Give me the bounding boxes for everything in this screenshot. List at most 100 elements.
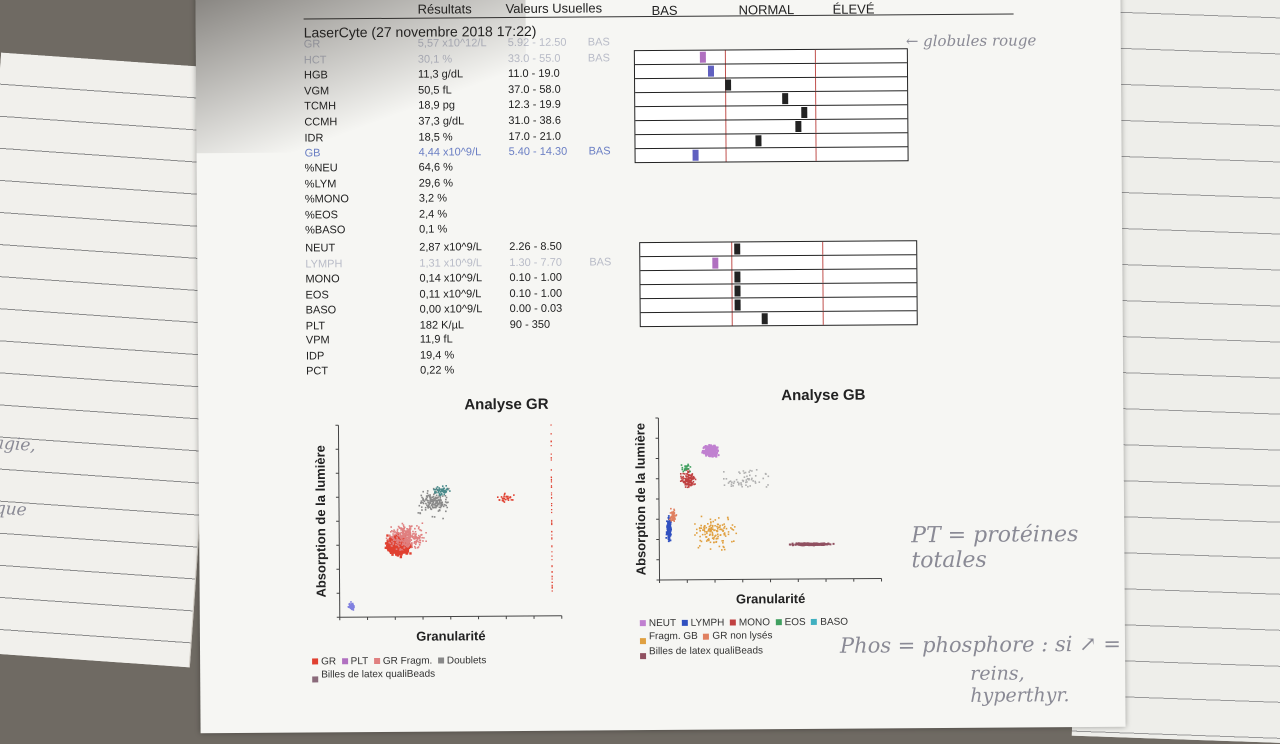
scatter-point	[423, 499, 425, 501]
result-range: 11.0 - 19.0	[508, 68, 560, 80]
scatter-point	[749, 485, 751, 487]
scatter-point	[445, 489, 447, 491]
result-range: 33.0 - 55.0	[508, 52, 561, 64]
scatter-point	[419, 505, 421, 507]
scatter-point	[389, 536, 391, 538]
scatter-point	[551, 566, 552, 567]
scatter-point	[410, 536, 412, 538]
result-name: EOS	[305, 289, 328, 301]
result-name: HCT	[304, 54, 327, 66]
scatter-point	[727, 517, 729, 519]
range-limit-line	[731, 270, 732, 283]
scatter-point	[551, 433, 552, 434]
scatter-point	[741, 486, 743, 488]
gr-chart-title: Analyse GR	[464, 396, 548, 414]
range-limit-line	[732, 298, 733, 311]
scatter-point	[427, 502, 429, 504]
range-bar-gb	[636, 147, 908, 162]
scatter-point	[422, 502, 424, 504]
scatter-point	[754, 481, 756, 483]
scatter-point	[672, 517, 674, 519]
scatter-point	[403, 539, 405, 541]
result-range: 0.10 - 1.00	[509, 272, 562, 284]
scatter-point	[400, 529, 402, 531]
scatter-point	[704, 534, 706, 536]
scatter-point	[445, 510, 447, 512]
scatter-point	[711, 449, 713, 451]
result-range: 0.00 - 0.03	[510, 303, 563, 315]
scatter-point	[689, 484, 691, 486]
scatter-point	[666, 520, 668, 522]
result-range: 31.0 - 38.6	[508, 115, 561, 127]
scatter-point	[425, 509, 427, 511]
scatter-point	[723, 547, 725, 549]
result-name: GR	[304, 38, 321, 50]
scatter-point	[551, 512, 552, 513]
scatter-point	[716, 452, 718, 454]
result-value: 50,5 fL	[418, 84, 452, 96]
range-limit-line	[725, 65, 726, 78]
scatter-point	[682, 476, 684, 478]
scatter-point	[766, 486, 768, 488]
scatter-point	[701, 527, 703, 529]
scatter-point	[386, 543, 388, 545]
scatter-point	[551, 457, 552, 458]
result-value: 19,4 %	[420, 349, 454, 361]
scatter-point	[551, 469, 552, 470]
scatter-point	[445, 492, 447, 494]
scatter-point	[394, 534, 396, 536]
scatter-point	[415, 542, 417, 544]
scatter-point	[799, 543, 801, 545]
scatter-point	[446, 502, 448, 504]
scatter-point	[442, 495, 444, 497]
scatter-point	[408, 542, 410, 544]
scatter-point	[700, 525, 702, 527]
scatter-point	[394, 532, 396, 534]
scatter-point	[680, 480, 682, 482]
scatter-point	[551, 505, 552, 506]
scatter-point	[352, 608, 354, 610]
scatter-point	[440, 506, 442, 508]
scatter-point	[685, 486, 687, 488]
scatter-point	[804, 542, 806, 544]
scatter-point	[668, 534, 670, 536]
scatter-point	[723, 527, 725, 529]
scatter-point	[741, 484, 743, 486]
result-value: 37,3 g/dL	[418, 115, 464, 127]
scatter-point	[413, 533, 415, 535]
scatter-point	[410, 528, 412, 530]
scatter-point	[801, 543, 803, 545]
scatter-point	[765, 473, 767, 475]
scatter-point	[397, 543, 399, 545]
scatter-point	[551, 477, 552, 478]
scatter-point	[436, 487, 438, 489]
result-name: IDR	[304, 132, 323, 144]
scatter-point	[510, 497, 512, 499]
scatter-point	[690, 466, 692, 468]
scatter-point	[745, 484, 747, 486]
scatter-point	[425, 503, 427, 505]
scatter-point	[552, 585, 553, 586]
scatter-point	[433, 499, 435, 501]
scatter-point	[721, 540, 723, 542]
scatter-point	[409, 541, 411, 543]
scatter-point	[397, 529, 399, 531]
gb-legend-nonlys: GR non lysés	[712, 630, 772, 641]
scatter-point	[706, 536, 708, 538]
scatter-point	[704, 526, 706, 528]
range-bar-plt	[641, 311, 917, 326]
scatter-point	[415, 543, 417, 545]
scatter-point	[411, 546, 413, 548]
scatter-point	[414, 528, 416, 530]
scatter-point	[551, 545, 552, 546]
scatter-point	[511, 499, 513, 501]
gr-legend-frag: GR Fragm.	[383, 656, 433, 667]
result-name: TCMH	[304, 101, 336, 113]
scatter-point	[439, 510, 441, 512]
scatter-point	[704, 531, 706, 533]
range-limit-line	[732, 284, 733, 297]
range-limit-line	[725, 149, 726, 162]
scatter-point	[392, 531, 394, 533]
scatter-point	[703, 529, 705, 531]
result-name: HGB	[304, 70, 328, 82]
